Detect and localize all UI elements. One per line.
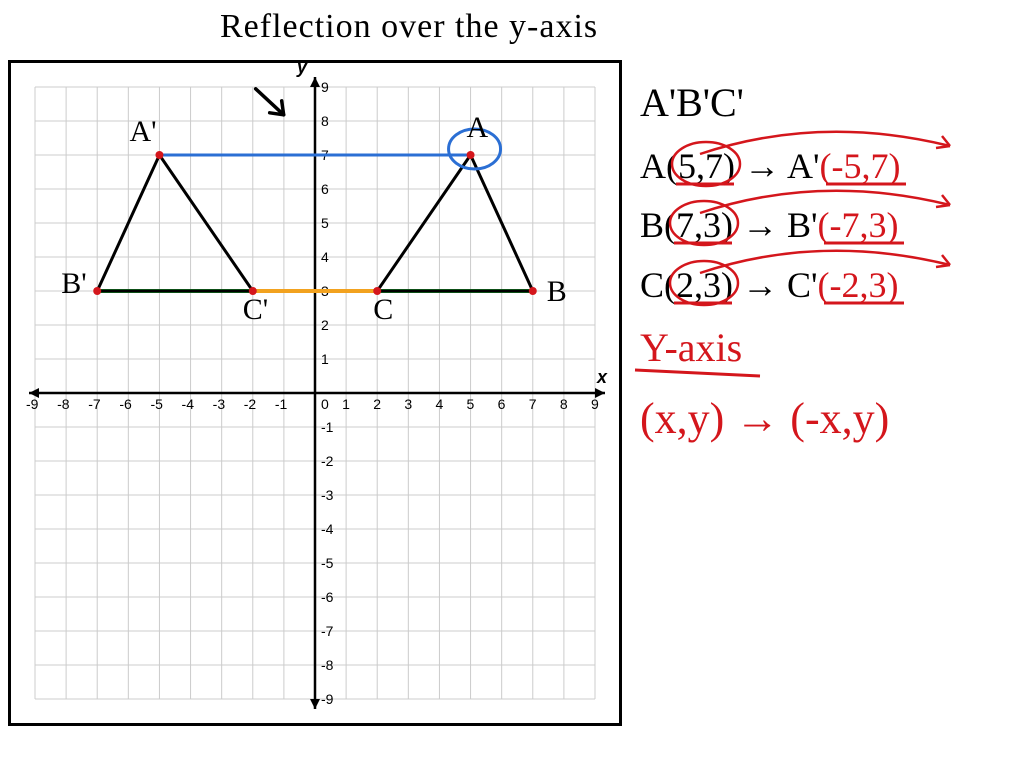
svg-text:5: 5 bbox=[321, 215, 329, 231]
svg-text:1: 1 bbox=[342, 396, 350, 412]
svg-text:5: 5 bbox=[467, 396, 475, 412]
svg-text:-5: -5 bbox=[150, 396, 163, 412]
mapping-row: C(2,3) → C'(-2,3) bbox=[640, 265, 1020, 306]
svg-text:9: 9 bbox=[591, 396, 599, 412]
svg-text:2: 2 bbox=[321, 317, 329, 333]
svg-text:7: 7 bbox=[529, 396, 537, 412]
svg-text:C': C' bbox=[243, 293, 268, 326]
svg-text:A: A bbox=[467, 111, 489, 144]
svg-text:-5: -5 bbox=[321, 555, 334, 571]
page-title: Reflection over the y-axis bbox=[220, 8, 598, 46]
svg-text:-3: -3 bbox=[321, 487, 334, 503]
svg-text:-8: -8 bbox=[57, 396, 70, 412]
coordinate-graph: -9-8-7-6-5-4-3-2-10123456789-9-8-7-6-5-4… bbox=[8, 60, 622, 726]
svg-text:-8: -8 bbox=[321, 657, 334, 673]
svg-text:-9: -9 bbox=[321, 691, 334, 707]
svg-text:8: 8 bbox=[321, 113, 329, 129]
rule-label: Y-axis bbox=[640, 325, 742, 370]
svg-text:-2: -2 bbox=[321, 453, 334, 469]
svg-text:-1: -1 bbox=[275, 396, 288, 412]
transformation-rule: (x,y) → (-x,y) bbox=[640, 393, 1020, 444]
annotations-panel: A'B'C' A(5,7) → A'(-5,7)B(7,3) → B'(-7,3… bbox=[640, 80, 1020, 444]
svg-text:-2: -2 bbox=[244, 396, 257, 412]
svg-text:B: B bbox=[547, 275, 567, 308]
svg-text:3: 3 bbox=[404, 396, 412, 412]
svg-text:6: 6 bbox=[498, 396, 506, 412]
svg-text:x: x bbox=[596, 367, 608, 387]
svg-text:B': B' bbox=[61, 267, 86, 300]
svg-text:-7: -7 bbox=[88, 396, 101, 412]
svg-text:C: C bbox=[373, 293, 393, 326]
svg-text:-6: -6 bbox=[119, 396, 132, 412]
svg-text:4: 4 bbox=[321, 249, 329, 265]
svg-text:-9: -9 bbox=[26, 396, 39, 412]
svg-text:-6: -6 bbox=[321, 589, 334, 605]
svg-text:1: 1 bbox=[321, 351, 329, 367]
svg-text:-4: -4 bbox=[182, 396, 195, 412]
svg-text:-7: -7 bbox=[321, 623, 334, 639]
svg-text:A': A' bbox=[129, 115, 156, 148]
svg-text:9: 9 bbox=[321, 79, 329, 95]
svg-text:-3: -3 bbox=[213, 396, 226, 412]
svg-text:2: 2 bbox=[373, 396, 381, 412]
svg-text:-1: -1 bbox=[321, 419, 334, 435]
svg-text:y: y bbox=[296, 63, 308, 77]
svg-text:4: 4 bbox=[435, 396, 443, 412]
svg-text:-4: -4 bbox=[321, 521, 334, 537]
svg-text:0: 0 bbox=[321, 396, 329, 412]
svg-text:6: 6 bbox=[321, 181, 329, 197]
svg-text:8: 8 bbox=[560, 396, 568, 412]
